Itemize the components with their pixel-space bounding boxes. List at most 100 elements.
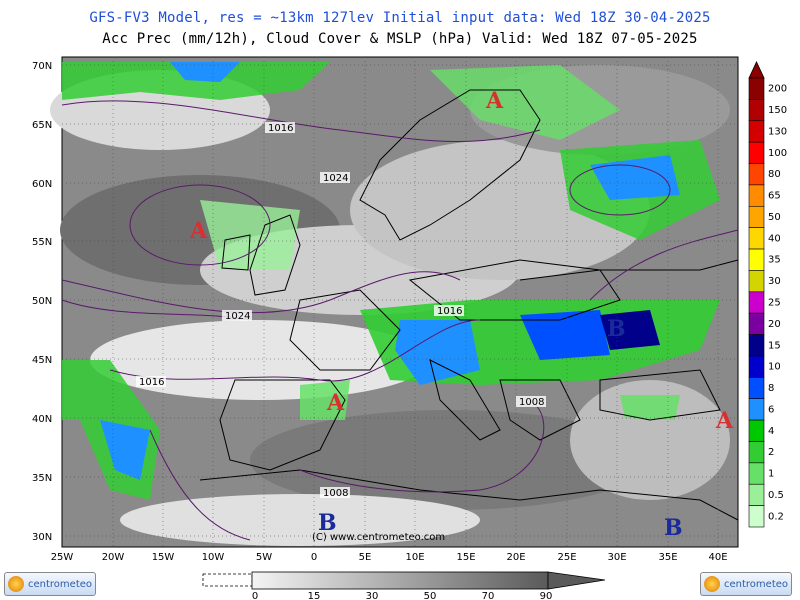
precip-tick-label: 0.5 (768, 490, 784, 501)
lat-label: 45N (32, 355, 52, 366)
lat-label: 35N (32, 473, 52, 484)
precip-bar-segment (748, 355, 765, 378)
precip-tick-label: 150 (768, 105, 787, 116)
lon-label: 10W (202, 552, 225, 563)
centrometeo-logo-right[interactable]: centrometeo (700, 572, 792, 596)
cloud-tick-label: 30 (366, 591, 379, 600)
lon-label: 5E (359, 552, 372, 563)
precip-tick-label: 130 (768, 126, 787, 137)
lat-label: 40N (32, 414, 52, 425)
cloud-tick-label: 50 (424, 591, 437, 600)
isobar-label: 1008 (323, 488, 348, 499)
precip-tick-label: 30 (768, 276, 781, 287)
cloud-tick-label: 15 (308, 591, 321, 600)
lon-label: 15E (456, 552, 475, 563)
precip-tick-label: 100 (768, 148, 787, 159)
lat-label: 65N (32, 120, 52, 131)
lon-label: 30E (607, 552, 626, 563)
precip-bar-segment (748, 270, 765, 293)
precip-bar-arrow (748, 61, 765, 79)
latitude-labels: 70N 65N 60N 55N 50N 45N 40N 35N 30N (32, 61, 52, 543)
watermark: (C) www.centrometeo.com (312, 532, 445, 543)
lon-label: 25E (557, 552, 576, 563)
precip-bar-segment (748, 505, 765, 528)
precip-bar-segment (748, 99, 765, 122)
precip-tick-label: 2 (768, 447, 774, 458)
cloud-cover-legend: 0 15 30 50 70 90 (202, 571, 606, 600)
high-pressure-marker: A (485, 88, 504, 114)
lon-label: 15W (152, 552, 175, 563)
precip-bar-segment (748, 419, 765, 442)
precip-tick-label: 65 (768, 191, 781, 202)
precip-tick-label: 40 (768, 233, 781, 244)
precip-bar-segment (748, 77, 765, 100)
lon-label: 20W (102, 552, 125, 563)
precip-tick-label: 200 (768, 84, 787, 95)
sun-icon (8, 576, 24, 592)
lat-label: 70N (32, 61, 52, 72)
isobar-label: 1016 (268, 123, 293, 134)
low-pressure-marker: B (664, 515, 683, 541)
lat-label: 55N (32, 237, 52, 248)
isobar-label: 1016 (437, 306, 462, 317)
precip-tick-label: 15 (768, 340, 781, 351)
precip-tick-label: 80 (768, 169, 781, 180)
isobar-labels: 1016 1024 1024 1016 1016 1008 1008 (136, 122, 546, 499)
pressure-centers: A A A A B B B (189, 88, 734, 541)
precip-bar-segment (748, 163, 765, 186)
isobar-label: 1024 (225, 311, 250, 322)
isobar-label: 1024 (323, 173, 348, 184)
precip-tick-label: 25 (768, 298, 781, 309)
precip-bar-segment (748, 141, 765, 164)
precip-bar-segment (748, 120, 765, 143)
precip-tick-label: 10 (768, 362, 781, 373)
product-title: Acc Prec (mm/12h), Cloud Cover & MSLP (h… (102, 31, 698, 47)
precip-tick-label: 4 (768, 426, 774, 437)
cloud-tick-label: 70 (482, 591, 495, 600)
cloud-bar-arrow (547, 571, 606, 590)
precip-bar-segment (748, 483, 765, 506)
lon-label: 20E (506, 552, 525, 563)
precip-bar-segment (748, 227, 765, 250)
high-pressure-marker: A (326, 390, 345, 416)
precip-bar-segment (748, 184, 765, 207)
lat-label: 60N (32, 179, 52, 190)
isobar-label: 1008 (519, 397, 544, 408)
high-pressure-marker: A (189, 218, 208, 244)
precip-tick-label: 50 (768, 212, 781, 223)
isobar-label: 1016 (139, 377, 164, 388)
sun-icon (704, 576, 720, 592)
lon-label: 40E (708, 552, 727, 563)
precip-tick-label: 1 (768, 469, 774, 480)
precip-bar-segment (748, 312, 765, 335)
logo-text: centrometeo (28, 578, 93, 590)
precip-tick-label: 0.2 (768, 511, 784, 522)
precip-bar-segment (748, 441, 765, 464)
high-pressure-marker: A (715, 408, 734, 434)
precip-bar-segment (748, 377, 765, 400)
low-pressure-marker: B (318, 510, 337, 536)
precip-bar-segment (748, 291, 765, 314)
logo-text: centrometeo (724, 578, 789, 590)
precip-bar-segment (748, 334, 765, 357)
model-title: GFS-FV3 Model, res = ~13km 127lev Initia… (89, 10, 711, 26)
lon-label: 10E (405, 552, 424, 563)
low-pressure-marker: B (607, 316, 626, 342)
lon-label: 25W (51, 552, 74, 563)
lat-label: 50N (32, 296, 52, 307)
precip-tick-label: 8 (768, 383, 774, 394)
lat-label: 30N (32, 532, 52, 543)
cloud-bar-tail (202, 573, 253, 587)
precipitation-legend: 200 150 130 100 80 65 50 40 35 30 25 20 15 10 8 6 4 2 1 0.5… (748, 61, 787, 528)
map-panel (50, 56, 739, 548)
cloud-tick-label: 0 (252, 591, 258, 600)
precip-tick-label: 35 (768, 255, 781, 266)
lon-label: 0 (311, 552, 317, 563)
precip-bar-segment (748, 398, 765, 421)
lon-label: 5W (256, 552, 272, 563)
longitude-labels: 25W 20W 15W 10W 5W 0 5E 10E 15E 20E 25E … (51, 552, 728, 563)
centrometeo-logo-left[interactable]: centrometeo (4, 572, 96, 596)
precip-tick-label: 20 (768, 319, 781, 330)
cloud-bar (251, 571, 549, 590)
